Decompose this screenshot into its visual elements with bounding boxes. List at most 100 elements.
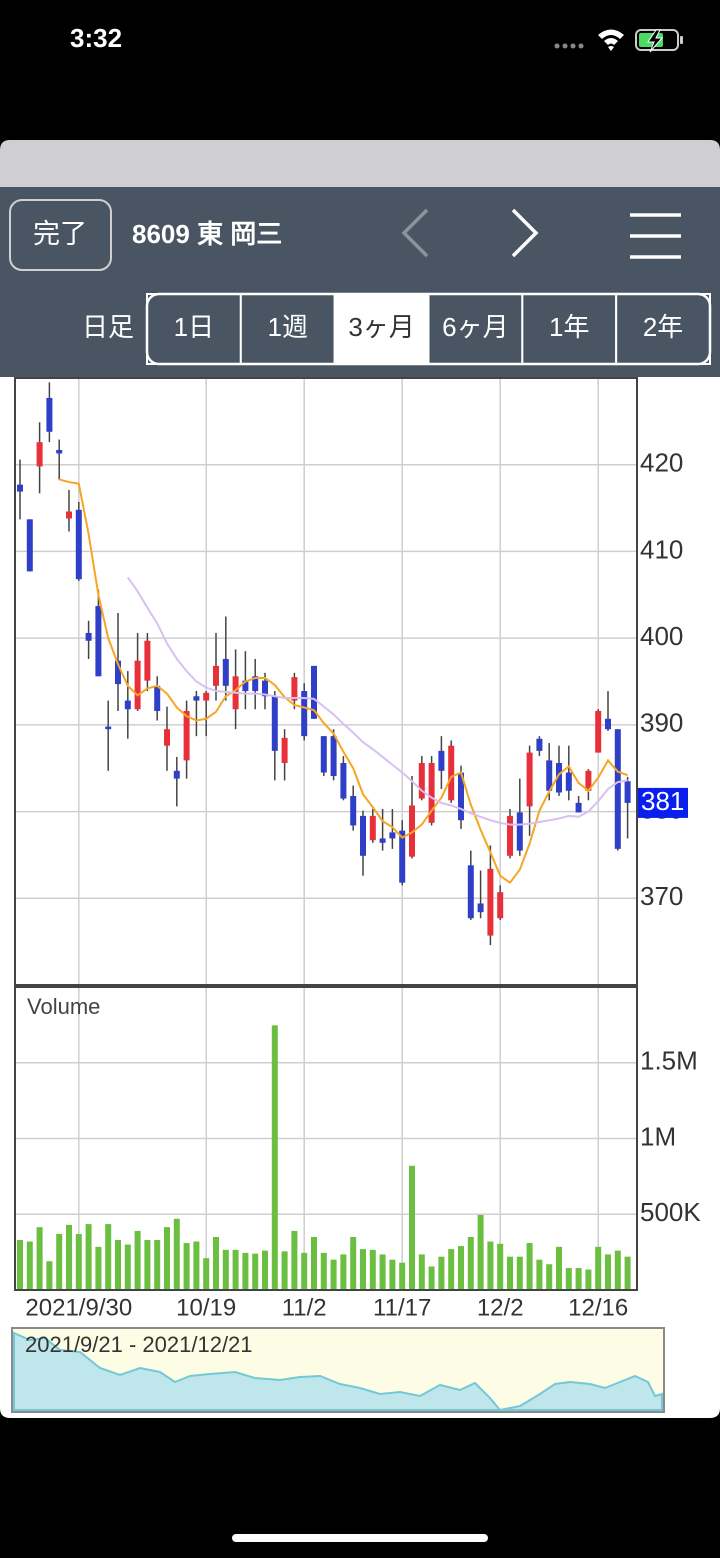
period-tab[interactable] (521, 293, 618, 365)
period-label: 日足 (82, 312, 134, 342)
candle-body (281, 737, 288, 764)
candle-body (134, 660, 141, 710)
candle-body (379, 838, 386, 843)
candle-body (477, 903, 484, 913)
sheet-top (0, 140, 720, 188)
candle-body (95, 606, 102, 677)
volume-bar (164, 1227, 170, 1290)
volume-bar (56, 1233, 63, 1290)
y-tick-label: 370 (640, 881, 683, 911)
candle-body (164, 729, 170, 746)
volume-bar (271, 1025, 278, 1290)
candle-body (399, 830, 406, 883)
y-tick-label: 420 (640, 448, 683, 478)
candle-body (340, 763, 347, 799)
candle-body (497, 892, 504, 919)
status-icons (554, 29, 683, 53)
volume-bar (95, 1246, 102, 1290)
period-tab-label[interactable]: 2年 (643, 312, 683, 342)
volume-bar (438, 1256, 445, 1290)
volume-bar (614, 1250, 621, 1290)
candle-body (311, 665, 317, 719)
candle-body (203, 692, 210, 701)
period-tab[interactable] (239, 293, 336, 365)
done-button[interactable] (9, 199, 112, 271)
navigator-range: 2021/9/21 - 2021/12/21 (25, 1332, 253, 1357)
volume-bar (428, 1266, 435, 1290)
period-tabs: 1日 1週 3ヶ月 6ヶ月 1年 2年 (145, 292, 712, 366)
x-tick-label: 2021/9/30 (25, 1294, 132, 1321)
candle-body (605, 718, 611, 730)
menu-button[interactable] (630, 213, 681, 259)
plot: 370380390400410420381500K1M1.5MVolume202… (14, 377, 701, 1321)
volume-bar (320, 1252, 327, 1290)
candle-body (467, 865, 474, 919)
candle-body (516, 812, 523, 851)
period-tab-label[interactable]: 1年 (549, 312, 589, 342)
y-tick-label: 1.5M (640, 1046, 698, 1076)
period-tab-label[interactable]: 6ヶ月 (442, 312, 508, 342)
moving-average-line (126, 576, 628, 826)
period-tab[interactable] (146, 293, 242, 365)
volume-bar (173, 1218, 180, 1290)
volume-bar (46, 1261, 53, 1290)
volume-bar (399, 1262, 406, 1290)
period-tab-label[interactable]: 1週 (268, 312, 308, 342)
period-tab-label[interactable]: 3ヶ月 (348, 312, 414, 342)
volume-bar (124, 1244, 131, 1290)
candle-body (418, 763, 425, 799)
volume-bar (448, 1249, 455, 1290)
candle-body (193, 696, 200, 701)
volume-bar (183, 1243, 190, 1290)
volume-bar (252, 1253, 259, 1290)
volume-bar (340, 1254, 347, 1290)
next-button[interactable] (511, 208, 539, 258)
volume-bar (75, 1233, 82, 1290)
candle-body (252, 676, 259, 692)
volume-bar (36, 1227, 43, 1290)
candle-body (213, 665, 219, 686)
candle-body (585, 770, 592, 791)
candle-body (46, 397, 53, 432)
last-price-label: 381 (641, 786, 684, 816)
candle-body (624, 781, 631, 803)
candle-body (428, 763, 435, 823)
candle-body (66, 511, 72, 519)
volume-bar (115, 1240, 121, 1290)
volume-bar (605, 1254, 611, 1290)
volume-bar (546, 1264, 553, 1290)
volume-bar (409, 1165, 415, 1290)
volume-bar (487, 1241, 494, 1290)
candle-body (458, 772, 464, 821)
y-tick-label: 410 (640, 534, 683, 564)
candle-body (301, 691, 308, 737)
plot-frame (14, 986, 638, 1291)
x-tick-label: 12/16 (568, 1294, 628, 1321)
volume-bar (585, 1269, 592, 1290)
candle-body (105, 726, 112, 730)
volume-bar (516, 1256, 523, 1290)
candle-body (242, 680, 249, 692)
period-tab[interactable] (333, 293, 430, 365)
y-tick-label: 400 (640, 621, 683, 651)
candle-body (154, 685, 161, 711)
moving-average-line (58, 478, 628, 885)
candle-body (124, 700, 131, 710)
volume-bar (144, 1240, 151, 1290)
candle-body (183, 710, 190, 761)
candle-body (369, 815, 376, 841)
candle-body (389, 832, 396, 839)
volume-bar (526, 1243, 533, 1290)
candle-body (409, 805, 415, 857)
prev-button[interactable] (401, 208, 429, 258)
done-label[interactable]: 完了 (33, 219, 87, 249)
candle-body (291, 677, 298, 701)
volume-bar (203, 1258, 210, 1290)
volume-bar (497, 1243, 504, 1290)
period-tab-label[interactable]: 1日 (174, 312, 214, 342)
volume-bar (595, 1246, 602, 1290)
home-indicator (232, 1534, 488, 1542)
candle-body (26, 519, 33, 572)
candle-body (438, 750, 445, 771)
volume-bar (301, 1252, 308, 1290)
